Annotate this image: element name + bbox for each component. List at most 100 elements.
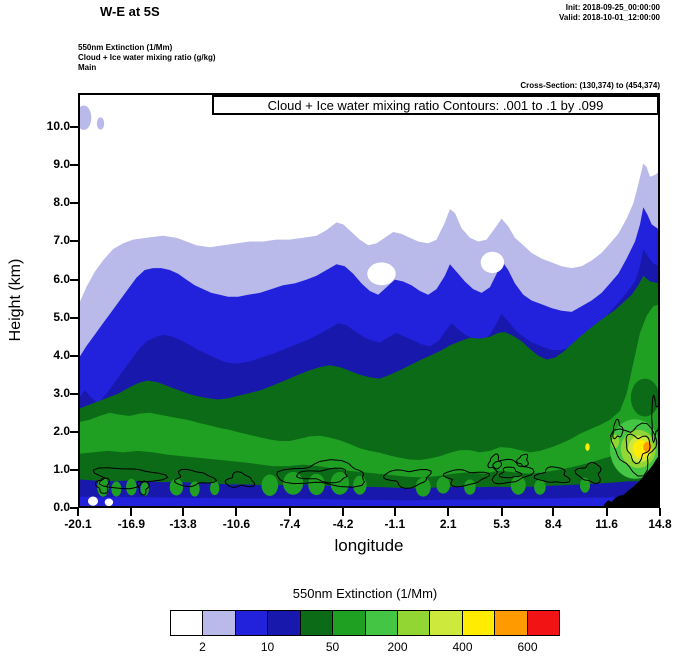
extinction-patch: [585, 443, 590, 451]
y-tick-mark: [70, 126, 78, 129]
y-tick-mark: [70, 278, 78, 281]
surface-green-blob: [189, 481, 200, 497]
surface-green-blob: [510, 475, 526, 495]
y-tick-mark: [70, 468, 78, 471]
y-axis-title: Height (km): [7, 258, 24, 342]
colorbar-cell: [299, 610, 334, 636]
colorbar-tick-label: 400: [452, 640, 473, 654]
surface-green-blob: [534, 479, 546, 495]
x-tick-mark: [77, 508, 79, 516]
x-tick-mark: [447, 508, 450, 516]
y-tick-label: 8.0: [53, 195, 70, 210]
surface-green-blob: [126, 478, 137, 496]
x-tick-mark: [235, 508, 238, 516]
y-tick-mark: [70, 430, 78, 433]
surface-green-blob: [580, 477, 590, 493]
surface-green-blob: [140, 482, 149, 496]
plot-area: Cloud + Ice water mixing ratio Contours:…: [78, 93, 660, 508]
colorbar-cell: [364, 610, 398, 636]
x-tick-mark: [393, 508, 396, 516]
y-tick-mark: [70, 507, 78, 509]
colorbar-cell: [396, 610, 431, 636]
y-tick-mark: [70, 164, 78, 167]
x-tick-label: -7.4: [279, 517, 301, 531]
colorbar-cell: [526, 610, 561, 636]
cloud-contour-line: [574, 461, 602, 484]
x-tick-mark: [500, 508, 503, 516]
cloud-contour-line: [224, 471, 256, 488]
surface-green-blob: [210, 481, 220, 496]
surface-green-blob: [415, 477, 431, 497]
surface-green-blob: [261, 474, 279, 496]
surface-green-blob: [353, 475, 367, 495]
colorbar-cell: [461, 610, 496, 636]
cloud-contour-line: [625, 433, 651, 465]
y-tick-label: 1.0: [53, 461, 70, 476]
colorbar-cell: [494, 610, 528, 636]
white-hole: [88, 496, 98, 506]
cloud-contour-line: [612, 418, 624, 440]
x-tick-mark: [659, 508, 661, 516]
cloud-contour-line: [491, 458, 535, 485]
x-tick-label: -4.2: [332, 517, 354, 531]
cloud-contour-line: [173, 468, 218, 488]
cloud-contour-line: [276, 459, 365, 488]
y-tick-mark: [70, 392, 78, 395]
contour-plot: [78, 93, 660, 508]
lavender-blob: [96, 117, 105, 130]
cloud-contour-line: [498, 466, 523, 479]
colorbar-title: 550nm Extinction (1/Mm): [292, 586, 438, 601]
surface-green-blob: [111, 481, 122, 497]
y-tick-label: 2.0: [53, 423, 70, 438]
x-tick-label: -10.6: [222, 517, 251, 531]
field-info-block: 550nm Extinction (1/Mm) Cloud + Ice wate…: [78, 43, 216, 73]
x-tick-label: -13.8: [169, 517, 197, 531]
field-cloud-label: Cloud + Ice water mixing ratio (g/kg): [78, 53, 216, 62]
x-tick-mark: [288, 508, 291, 516]
y-tick-mark: [70, 354, 78, 357]
field-extinction-label: 550nm Extinction (1/Mm): [78, 43, 173, 52]
x-tick-mark: [552, 508, 555, 516]
x-tick-label: 11.6: [595, 517, 618, 531]
colorbar-tick-label: 10: [260, 640, 275, 654]
y-tick-mark: [70, 240, 78, 243]
surface-green-blob: [436, 476, 450, 494]
colorbar-cell: [234, 610, 269, 636]
white-hole: [480, 251, 505, 274]
y-tick-label: 0.0: [53, 500, 70, 514]
plot-border: [78, 93, 660, 508]
x-axis-title: longitude: [334, 536, 404, 555]
x-tick-label: 5.3: [493, 517, 510, 531]
colorbar-tick-label: 200: [387, 640, 408, 654]
y-tick-label: 7.0: [53, 233, 70, 248]
x-tick-label: -1.1: [384, 517, 406, 531]
x-tick-label: -16.9: [117, 517, 146, 531]
cross-section-label: Cross-Section: (130,374) to (454,374): [520, 81, 660, 90]
contour-info-box: Cloud + Ice water mixing ratio Contours:…: [212, 95, 659, 115]
x-tick-mark: [605, 508, 608, 516]
cloud-contour-line: [92, 467, 169, 490]
y-tick-mark: [70, 202, 78, 205]
x-tick-mark: [182, 508, 185, 516]
colorbar-cell: [267, 610, 301, 636]
y-tick-mark: [70, 316, 78, 319]
cloud-contour-line: [94, 477, 110, 494]
x-tick-mark: [130, 508, 133, 516]
cloud-contour-line: [136, 480, 150, 496]
colorbar-tick-label: 2: [199, 640, 206, 654]
cloud-contour-line: [487, 453, 503, 470]
y-tick-label: 3.0: [53, 385, 70, 400]
colorbar-cell: [202, 610, 236, 636]
field-domain-label: Main: [78, 63, 97, 72]
cloud-contour-line: [296, 467, 348, 484]
colorbar-cell: [332, 610, 366, 636]
band-lower-blue: [78, 496, 660, 508]
cloud-contour-line: [533, 466, 571, 484]
colorbar-cell: [170, 610, 204, 636]
page-title: W-E at 5S: [100, 4, 160, 19]
lavender-blob: [78, 105, 92, 130]
band-green: [78, 304, 660, 508]
colorbar-labels: 2 10 50 200 400 600: [170, 640, 560, 656]
init-time-label: Init: 2018-09-25_00:00:00: [565, 3, 660, 12]
